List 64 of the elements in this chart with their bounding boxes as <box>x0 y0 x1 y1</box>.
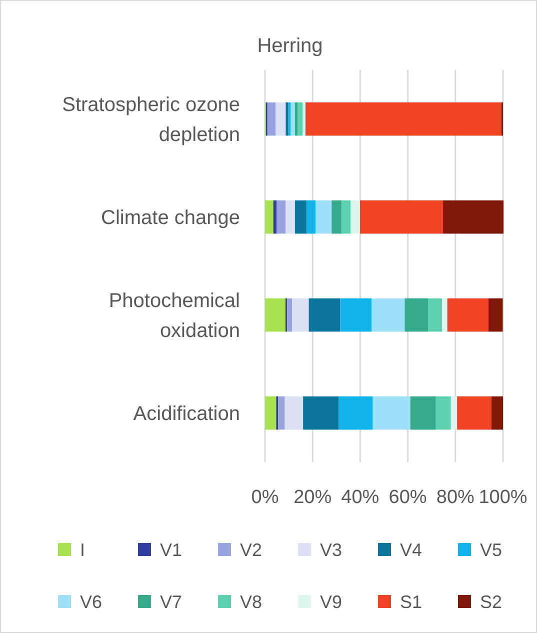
bar <box>360 200 444 234</box>
bar <box>410 396 436 430</box>
bar <box>284 396 304 430</box>
legend-label: V1 <box>160 540 182 560</box>
bar <box>491 396 503 430</box>
bar <box>308 298 340 332</box>
bar <box>305 102 502 136</box>
bar <box>286 200 295 234</box>
legend-label: V9 <box>320 592 342 612</box>
bar <box>350 200 360 234</box>
bar <box>294 102 298 136</box>
bar <box>447 298 488 332</box>
legend-label: V3 <box>320 540 342 560</box>
bar <box>340 298 372 332</box>
bar <box>372 298 405 332</box>
bar <box>457 396 492 430</box>
bar <box>450 396 458 430</box>
bar <box>332 200 342 234</box>
bar <box>303 396 339 430</box>
bar <box>276 102 286 136</box>
x-tick-label: 0% <box>251 487 279 508</box>
chart-title: Herring <box>257 35 323 57</box>
legend-label: V6 <box>80 592 102 612</box>
legend-label: S1 <box>400 592 422 612</box>
x-tick-label: 20% <box>294 487 332 508</box>
x-tick-label: 40% <box>341 487 380 508</box>
y-tick-label: Stratospheric ozone depletion <box>62 94 240 146</box>
bar <box>290 102 295 136</box>
bar <box>342 200 351 234</box>
bar <box>294 200 307 234</box>
bar <box>302 102 306 136</box>
x-tick-label: 100% <box>478 487 528 508</box>
bar <box>278 396 285 430</box>
y-tick-label: Acidification <box>133 403 240 425</box>
bar <box>442 298 448 332</box>
legend-label: I <box>80 540 86 560</box>
bar <box>292 298 309 332</box>
bar <box>265 396 276 430</box>
legend-label: V2 <box>240 540 262 560</box>
bar <box>488 298 503 332</box>
legend-label: V7 <box>160 592 182 612</box>
x-tick-label: 80% <box>436 487 475 508</box>
bar <box>265 200 274 234</box>
bar <box>404 298 428 332</box>
y-tick-label: Photochemical oxidation <box>108 290 240 342</box>
bar <box>287 298 292 332</box>
bar <box>436 396 451 430</box>
bar <box>265 298 286 332</box>
legend-label: V4 <box>400 540 422 560</box>
legend-label: V5 <box>480 540 502 560</box>
y-tick-label: Climate change <box>101 207 240 229</box>
bar <box>316 200 332 234</box>
bar <box>428 298 442 332</box>
bar <box>286 102 288 136</box>
bar <box>298 102 303 136</box>
bar <box>372 396 410 430</box>
bar <box>443 200 504 234</box>
bar <box>276 200 286 234</box>
bar <box>338 396 373 430</box>
legend-label: V8 <box>240 592 262 612</box>
legend-label: S2 <box>480 592 502 612</box>
bar <box>306 200 316 234</box>
bar <box>267 102 276 136</box>
x-tick-label: 60% <box>388 487 427 508</box>
